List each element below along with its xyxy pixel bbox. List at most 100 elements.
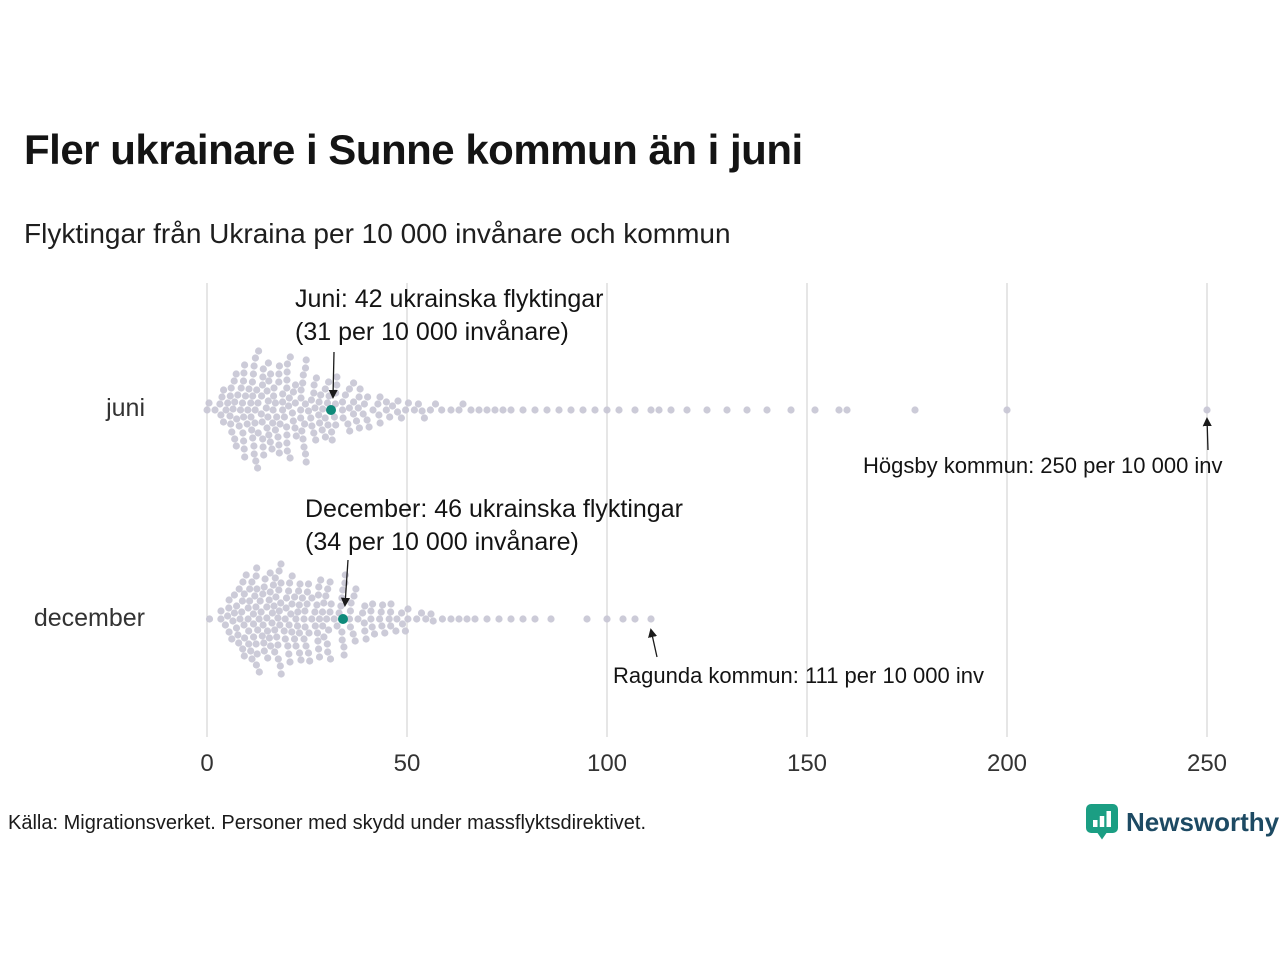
municipality-dot [365,423,373,431]
page-title: Fler ukrainare i Sunne kommun än i juni [24,126,803,173]
municipality-dot [284,642,292,650]
annotation-juni-highlight: Juni: 42 ukrainska flyktingar (31 per 10… [295,283,603,349]
municipality-dot [324,585,332,593]
municipality-dot [269,419,277,427]
x-tick-250: 250 [1186,750,1228,777]
municipality-dot [647,406,655,414]
municipality-dot [258,418,266,426]
municipality-dot [647,615,655,623]
municipality-dot [320,599,328,607]
municipality-dot [280,627,288,635]
municipality-dot [244,615,252,623]
dot-swarms [203,347,1211,678]
municipality-dot [361,602,369,610]
municipality-dot [256,597,264,605]
municipality-dot [352,585,360,593]
municipality-dot [417,609,426,617]
municipality-dot [239,429,247,437]
municipality-dot [483,406,491,414]
municipality-dot [398,620,407,628]
municipality-dot [288,409,296,417]
municipality-dot [237,384,245,392]
municipality-dot [257,608,265,616]
municipality-dot [374,400,382,408]
municipality-dot [248,426,256,434]
municipality-dot [346,623,354,631]
municipality-dot [203,406,211,414]
municipality-dot [232,370,240,378]
municipality-dot [301,420,309,428]
municipality-dot [315,583,323,591]
municipality-dot [283,439,291,447]
municipality-dot [286,353,294,361]
municipality-dot [222,406,230,414]
municipality-dot [376,393,384,401]
municipality-dot [370,630,379,638]
municipality-dot [376,615,384,623]
municipality-dot [246,597,254,605]
municipality-dot [252,661,260,669]
municipality-dot [283,384,291,392]
row-label-december: december [33,604,145,632]
municipality-dot [631,615,639,623]
municipality-dot [402,406,410,414]
municipality-dot [239,645,247,653]
municipality-dot [267,642,275,650]
municipality-dot [317,576,325,584]
municipality-dot [312,374,320,382]
municipality-dot [397,414,405,422]
municipality-dot [325,378,333,386]
page-subtitle: Flyktingar från Ukraina per 10 000 invån… [24,218,731,249]
municipality-dot [295,601,303,609]
municipality-dot [339,586,347,594]
municipality-dot [368,623,376,631]
municipality-dot [297,394,305,402]
municipality-dot [313,601,321,609]
municipality-dot [1203,406,1211,414]
municipality-dot [543,406,551,414]
municipality-dot [392,627,400,635]
municipality-dot [459,400,467,408]
municipality-dot [273,633,281,641]
municipality-dot [271,574,279,582]
municipality-dot [475,406,483,414]
municipality-dot [531,406,539,414]
municipality-dot [463,615,471,623]
municipality-dot [297,656,305,664]
municipality-dot [313,629,322,637]
municipality-dot [258,392,266,400]
municipality-dot [275,607,283,615]
municipality-dot [328,436,336,444]
municipality-dot [418,407,426,415]
municipality-dot [349,410,358,418]
municipality-dot [289,417,297,425]
municipality-dot [270,384,278,392]
municipality-dot [271,626,279,634]
municipality-dot [338,636,346,644]
municipality-dot [300,635,308,643]
municipality-dot [426,406,434,414]
municipality-dot [356,385,364,393]
municipality-dot [255,347,263,355]
municipality-dot [519,406,527,414]
municipality-dot [205,615,214,623]
municipality-dot [240,369,248,377]
municipality-dot [231,398,239,406]
municipality-dot [249,370,257,378]
municipality-dot [338,628,346,636]
municipality-dot [603,615,611,623]
municipality-dot [239,377,248,385]
municipality-dot [312,436,320,444]
municipality-dot [259,443,267,451]
arrow-juni-highlight [328,351,338,399]
municipality-dot [667,406,675,414]
annotation-ragunda-outlier: Ragunda kommun: 111 per 10 000 inv [613,663,984,688]
municipality-dot [422,615,430,623]
municipality-dot [247,413,255,421]
municipality-dot [269,406,277,414]
municipality-dot [240,621,248,629]
municipality-dot [235,585,243,593]
municipality-dot [257,410,265,418]
municipality-dot [369,406,377,414]
